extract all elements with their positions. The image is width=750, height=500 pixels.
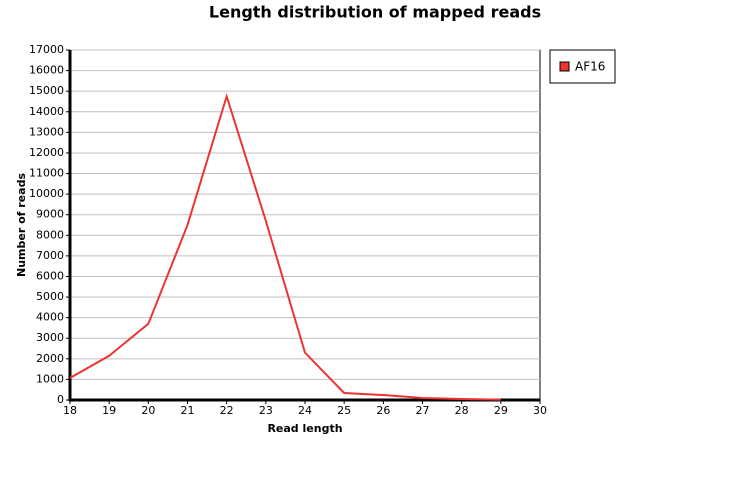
x-axis-label: Read length: [267, 422, 342, 435]
y-tick-label: 6000: [36, 269, 64, 282]
y-tick-label: 5000: [36, 290, 64, 303]
x-tick-label: 23: [259, 404, 273, 417]
y-tick-label: 12000: [29, 146, 64, 159]
y-tick-label: 10000: [29, 187, 64, 200]
data-line: [69, 92, 501, 401]
y-tick-label: 14000: [29, 105, 64, 118]
y-tick-label: 7000: [36, 249, 64, 262]
legend: AF16: [549, 49, 616, 84]
y-tick-label: 15000: [29, 84, 64, 97]
x-tick-label: 21: [181, 404, 195, 417]
x-tick-label: 25: [337, 404, 351, 417]
y-tick-label: 1000: [36, 372, 64, 385]
y-tick-label: 0: [57, 393, 64, 406]
y-tick-label: 4000: [36, 311, 64, 324]
x-tick-label: 24: [298, 404, 312, 417]
legend-swatch: [559, 61, 570, 72]
y-tick-label: 9000: [36, 208, 64, 221]
y-axis-label: Number of reads: [15, 173, 28, 277]
x-tick-label: 22: [220, 404, 234, 417]
x-tick-label: 29: [494, 404, 508, 417]
x-tick-label: 19: [102, 404, 116, 417]
y-tick-label: 8000: [36, 228, 64, 241]
y-tick-label: 11000: [29, 167, 64, 180]
y-tick-label: 17000: [29, 43, 64, 56]
x-tick-label: 27: [416, 404, 430, 417]
x-tick-label: 18: [63, 404, 77, 417]
chart-title: Length distribution of mapped reads: [209, 3, 541, 22]
plot-area: [69, 49, 541, 401]
legend-label: AF16: [575, 60, 605, 74]
y-tick-label: 2000: [36, 352, 64, 365]
x-tick-label: 20: [141, 404, 155, 417]
y-tick-label: 16000: [29, 64, 64, 77]
y-tick-label: 13000: [29, 125, 64, 138]
x-tick-label: 28: [455, 404, 469, 417]
y-tick-label: 3000: [36, 331, 64, 344]
x-tick-label: 30: [533, 404, 547, 417]
x-tick-label: 26: [376, 404, 390, 417]
